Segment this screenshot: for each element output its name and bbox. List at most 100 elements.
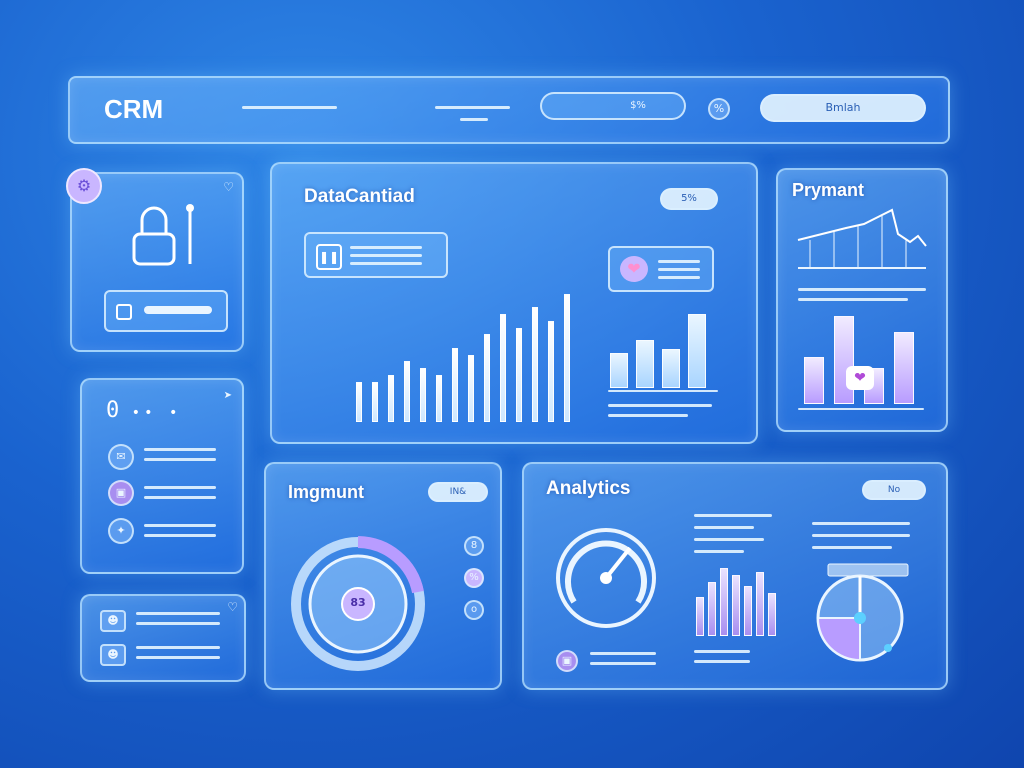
message-icon[interactable]: ✉ [108,444,134,470]
analytics-line [694,514,772,517]
main-chart-bar [452,348,458,422]
lock-icon [132,204,194,266]
payment-chart-bar [804,357,824,404]
main-chart-bar [564,294,570,422]
contact-line[interactable] [136,612,220,615]
analytics-line [590,662,656,665]
payment-skyline-chart [797,208,927,269]
profile-toggle[interactable] [104,290,228,332]
media-line [350,254,422,257]
analytics-filter[interactable]: No [862,480,926,500]
contact-line[interactable] [136,622,220,625]
main-chart-bar [404,361,410,422]
payment-panel: Prymant ❤ [776,168,948,432]
favorite-line [658,260,700,263]
mini-chart-bar [610,353,628,388]
list-item-line[interactable] [144,448,216,451]
list-item-line[interactable] [144,486,216,489]
analytics-line [694,526,754,529]
analytics-chart-bar [696,597,704,636]
analytics-line [590,652,656,655]
analytics-filter-label: No [887,485,901,495]
list-corner-icon: ➤ [223,390,232,401]
list-panel: 0 •• • ➤ ✉ ▣ ✦ [80,378,244,574]
analytics-panel: Analytics No ▣ [522,462,948,690]
donut-value: 83 [350,596,366,609]
profile-panel: ⚙ ♡ [66,168,244,352]
payment-bar-chart [804,316,924,406]
mini-chart-bar [662,349,680,388]
analytics-chart-bar [768,593,776,636]
mini-chart-bar [688,314,706,388]
nav-line[interactable] [435,106,510,109]
payment-line [798,298,908,301]
side-icon[interactable]: o [464,600,484,620]
payment-chart-axis [798,408,924,410]
card-icon[interactable]: ▣ [108,480,134,506]
analytics-chart-bar [732,575,740,636]
data-panel-title: DataCantiad [304,186,415,207]
card-icon[interactable]: ▣ [556,650,578,672]
analytics-line [812,546,892,549]
brand-logo: CRM [104,94,164,124]
analytics-line [694,660,750,663]
toggle-track [144,306,212,314]
data-panel-filter[interactable]: 5% [660,188,718,210]
analytics-panel-title: Analytics [546,478,631,499]
twitter-icon[interactable]: ✦ [108,518,134,544]
media-line [350,262,422,265]
contact-line[interactable] [136,656,220,659]
main-chart-bar [548,321,554,422]
list-item-line[interactable] [144,458,216,461]
list-item-line[interactable] [144,534,216,537]
user-icon[interactable]: ☻ [100,610,126,632]
side-icon[interactable]: % [464,568,484,588]
payment-panel-title: Prymant [792,180,865,200]
side-icon[interactable]: 8 [464,536,484,556]
analytics-bar-chart [696,568,780,638]
main-bar-chart [356,294,576,424]
nav-line[interactable] [242,106,337,109]
data-panel-footer-line [608,404,712,407]
heart-icon[interactable]: ❤ [620,256,648,282]
list-item-line[interactable] [144,524,216,527]
media-player[interactable]: ❚❚ [304,232,448,278]
search-input[interactable]: $% [540,92,686,120]
main-chart-bar [516,328,522,422]
mini-chart-bar [636,340,654,388]
data-panel-filter-label: 5% [681,193,697,204]
analytics-line [694,650,750,653]
main-chart-bar [468,355,474,422]
gear-icon[interactable]: ⚙ [66,168,102,204]
payment-chart-bar [834,316,854,404]
action-button[interactable]: Bmlah [760,94,926,122]
main-chart-bar [372,382,378,422]
heart-icon[interactable]: ♡ [227,600,238,614]
payment-chart-bar [894,332,914,404]
nav-line[interactable] [460,118,488,121]
favorite-line [658,268,700,271]
analytics-chart-bar [708,582,716,636]
pause-icon[interactable]: ❚❚ [316,244,342,270]
percent-icon[interactable]: % [708,98,730,120]
analytics-chart-bar [744,586,752,636]
user-icon[interactable]: ☻ [100,644,126,666]
favorite-card[interactable]: ❤ [608,246,714,292]
contacts-panel: ♡ ☻ ☻ [80,594,246,682]
engagement-panel-title: Imgmunt [288,482,364,502]
payment-line [798,288,926,291]
toggle-knob [116,304,132,320]
contact-line[interactable] [136,646,220,649]
engagement-panel: Imgmunt IN& 83 8 % o [264,462,502,690]
analytics-line [694,538,764,541]
media-line [350,246,422,249]
list-item-line[interactable] [144,496,216,499]
engagement-filter[interactable]: IN& [428,482,488,502]
analytics-chart-bar [756,572,764,636]
analytics-line [812,522,910,525]
favorite-line [658,276,700,279]
heart-icon[interactable]: ♡ [223,180,234,194]
action-button-label: Bmlah [825,101,861,114]
engagement-donut-chart [291,536,425,671]
main-chart-bar [388,375,394,422]
